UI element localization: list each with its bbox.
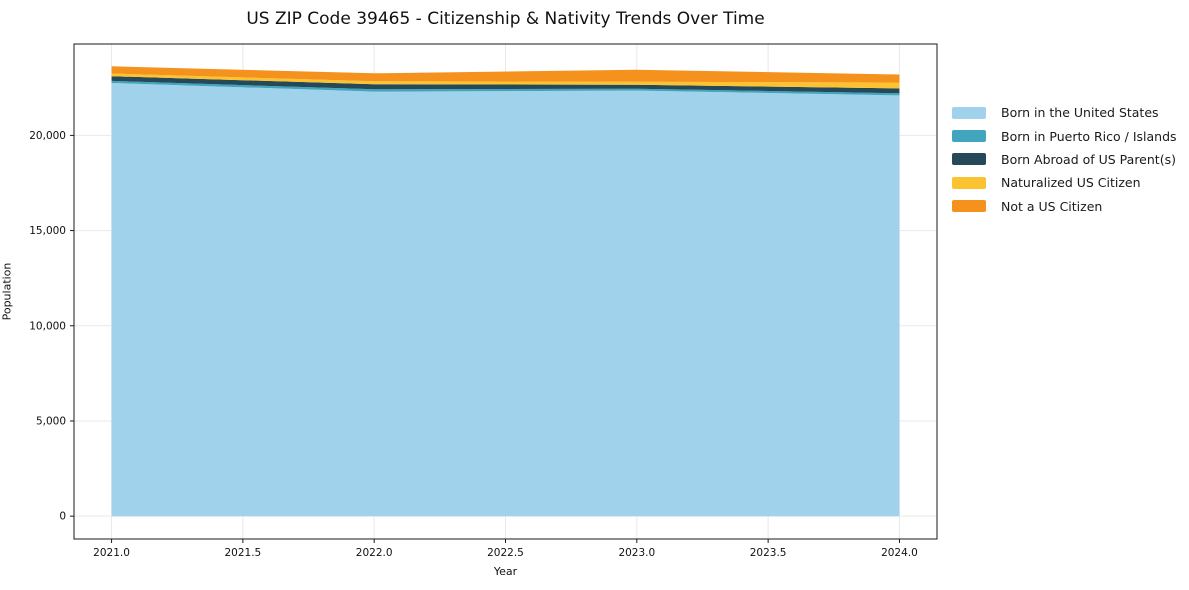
legend-label: Born Abroad of US Parent(s)	[1001, 151, 1176, 167]
x-tick-label: 2021.0	[93, 547, 130, 559]
y-tick-label: 10,000	[29, 320, 66, 332]
chart-title: US ZIP Code 39465 - Citizenship & Nativi…	[246, 9, 765, 29]
x-tick-label: 2022.0	[356, 547, 393, 559]
area-series-3	[111, 73, 900, 89]
legend-item: Born in the United States	[952, 101, 1177, 124]
legend-label: Naturalized US Citizen	[1001, 175, 1141, 191]
legend-label: Born in the United States	[1001, 105, 1159, 121]
legend-swatch-icon	[952, 153, 986, 166]
y-tick-label: 5,000	[36, 415, 66, 427]
x-tick-label: 2022.5	[487, 547, 524, 559]
area-series-2	[111, 76, 900, 94]
legend-item: Naturalized US Citizen	[952, 171, 1177, 194]
y-tick-label: 15,000	[29, 225, 66, 237]
legend-swatch-icon	[952, 130, 986, 143]
area-series-0	[111, 83, 900, 517]
legend-label: Born in Puerto Rico / Islands	[1001, 128, 1177, 144]
legend-item: Born Abroad of US Parent(s)	[952, 148, 1177, 171]
area-series-4	[111, 66, 900, 83]
legend: Born in the United States Born in Puerto…	[952, 101, 1177, 218]
legend-swatch-icon	[952, 200, 986, 213]
legend-label: Not a US Citizen	[1001, 198, 1103, 214]
y-axis: 0 5,000 10,000 15,000 20,000	[29, 130, 74, 523]
x-axis: 2021.0 2021.5 2022.0 2022.5 2023.0 2023.5 2024…	[93, 539, 918, 559]
legend-swatch-icon	[952, 106, 986, 119]
area-series-1	[111, 80, 900, 96]
y-axis-title: Population	[0, 262, 14, 321]
legend-item: Not a US Citizen	[952, 195, 1177, 218]
legend-item: Born in Puerto Rico / Islands	[952, 124, 1177, 147]
x-tick-label: 2024.0	[881, 547, 918, 559]
x-tick-label: 2023.0	[618, 547, 655, 559]
y-tick-label: 0	[59, 511, 66, 523]
legend-swatch-icon	[952, 176, 986, 189]
stacked-areas	[111, 66, 900, 517]
x-tick-label: 2021.5	[224, 547, 261, 559]
x-tick-label: 2023.5	[750, 547, 787, 559]
x-axis-title: Year	[493, 565, 518, 578]
y-tick-label: 20,000	[29, 130, 66, 142]
